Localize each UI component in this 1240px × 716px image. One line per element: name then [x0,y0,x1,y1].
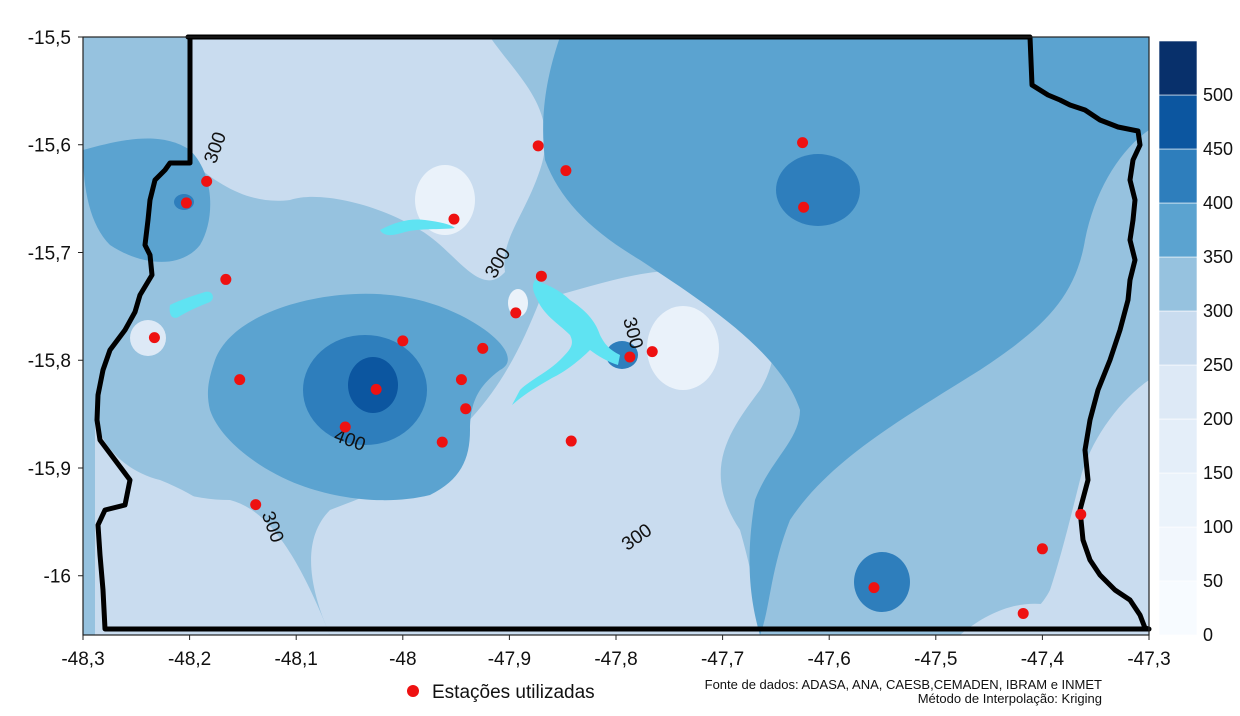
station-point [646,346,658,358]
station-point [798,201,810,213]
station-point [397,335,409,347]
band-350-400-east [543,37,1149,635]
station-point [180,197,192,209]
legend-label: 450 [1203,139,1233,159]
station-point [460,403,472,415]
x-tick-label: -48 [389,649,416,670]
band-400-450-south [854,552,910,612]
x-tick-label: -48,1 [275,649,318,670]
paranoa-lake [512,280,620,405]
band-400-450-north [776,154,860,226]
legend-label: 350 [1203,247,1233,267]
legend-swatch [1158,40,1198,96]
legend-label: 150 [1203,463,1233,483]
y-tick-label: -15,9 [28,459,71,480]
band-200-250-c [130,320,166,356]
color-legend: 0 50 100 150 200 250 300 350 400 450 500 [1158,40,1233,645]
station-point [797,137,809,149]
station-point [448,213,460,225]
legend-label: 200 [1203,409,1233,429]
contour-fill-layer [83,37,1149,635]
descoberto-lake [169,291,213,318]
legend-swatch [1158,202,1198,258]
station-point [455,374,467,386]
stations-legend-label: Estações utilizadas [432,682,595,703]
band-200-250-a [415,165,475,235]
x-tick-label: -47,8 [594,649,637,670]
station-points [148,137,1087,619]
station-point [201,175,213,187]
station-point [532,140,544,152]
stations-legend: Estações utilizadas [407,682,595,703]
santa-maria-lake [380,219,455,236]
x-axis: -48,3 -48,2 -48,1 -48 -47,9 -47,8 -47,7 -47,6 -4… [61,635,1171,670]
station-point [535,270,547,282]
legend-swatch [1158,472,1198,528]
stations-legend-marker [407,685,419,697]
legend-swatch [1158,148,1198,204]
x-tick-label: -47,6 [808,649,851,670]
y-tick-label: -15,6 [28,136,71,157]
x-tick-label: -48,3 [61,649,104,670]
station-point [868,582,880,594]
y-tick-label: -15,5 [28,28,71,49]
station-point [560,165,572,177]
station-point [370,383,382,395]
band-250-300-left [95,420,330,635]
legend-label: 100 [1203,517,1233,537]
band-250-300-center [95,270,775,635]
station-point [477,342,489,354]
station-point [436,436,448,448]
station-point [250,499,262,511]
x-tick-label: -47,5 [914,649,957,670]
legend-swatch [1158,310,1198,366]
legend-label: 0 [1203,625,1213,645]
legend-label: 50 [1203,571,1223,591]
station-point [220,273,232,285]
station-point [624,351,636,363]
legend-swatch [1158,418,1198,474]
station-point [339,421,351,433]
band-200-250-b [647,306,719,390]
band-350-400-northwest [83,138,211,262]
legend-swatch [1158,94,1198,150]
station-point [510,307,522,319]
y-tick-label: -15,7 [28,243,71,264]
x-tick-label: -48,2 [168,649,211,670]
station-point [1075,508,1087,520]
station-point [565,435,577,447]
legend-label: 250 [1203,355,1233,375]
legend-label: 500 [1203,85,1233,105]
legend-label: 400 [1203,193,1233,213]
station-point [1017,607,1029,619]
y-tick-label: -16 [44,567,71,588]
legend-swatch [1158,526,1198,582]
station-point [148,332,160,344]
legend-label: 300 [1203,301,1233,321]
x-tick-label: -47,9 [488,649,531,670]
method-line: Método de Interpolação: Kriging [918,691,1102,706]
x-tick-label: -47,3 [1127,649,1170,670]
station-point [234,374,246,386]
y-axis: -15,5 -15,6 -15,7 -15,8 -15,9 -16 [28,28,83,588]
legend-swatch [1158,580,1198,636]
legend-swatch [1158,364,1198,420]
distrito-federal-boundary [94,34,1152,632]
band-250-300-east [1000,380,1149,635]
x-tick-label: -47,7 [701,649,744,670]
x-tick-label: -47,4 [1021,649,1065,670]
y-tick-label: -15,8 [28,351,71,372]
legend-swatch [1158,256,1198,312]
station-point [1036,543,1048,555]
source-line: Fonte de dados: ADASA, ANA, CAESB,CEMADE… [705,677,1102,692]
